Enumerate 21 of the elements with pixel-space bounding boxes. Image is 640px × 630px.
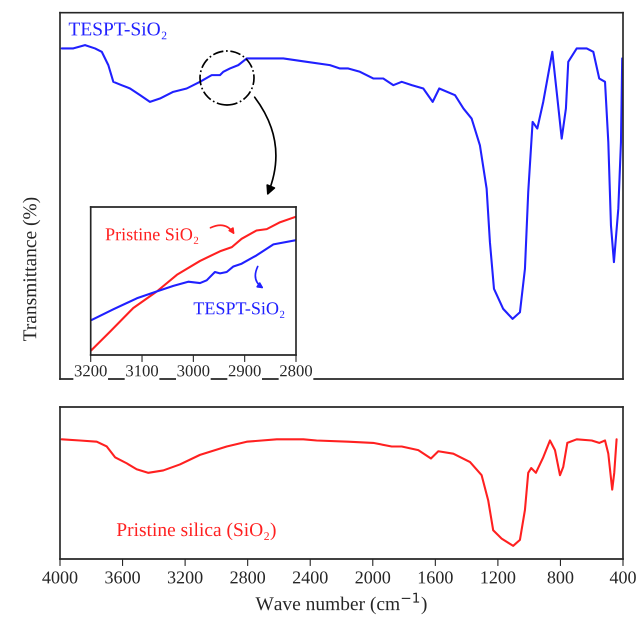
x-tick-label: 800 [548,571,574,584]
x-tick-label: 400 [610,571,636,584]
x-tick-label: 3600 [105,571,140,584]
x-tick-label: 2000 [356,571,390,584]
series-label: TESPT-SiO₂ [194,302,284,318]
x-tick-label: 1200 [481,571,516,584]
text: Pristine silica (SiO₂) [116,522,276,540]
x-tick-label: 2400 [292,571,328,584]
x-tick-label: 2800 [230,571,266,584]
x-axis-title: Wave number (cm$^{−1}$) [255,592,427,614]
x-tick-label: 2800 [280,365,312,376]
x-tick-label: 2900 [228,365,261,376]
x-tick-label: 3100 [126,365,158,376]
x-tick-label: 3000 [177,365,210,376]
legend-label: Pristine SiO₂ [106,228,198,244]
y-axis-title: Transmittance (%) [22,198,40,342]
series-label: TESPT-SiO₂ [68,22,166,40]
x-tick-label: 1600 [418,571,453,584]
x-tick-label: 3200 [74,365,107,376]
x-tick-label: 3200 [168,571,202,584]
x-tick-label: 4000 [42,571,78,584]
